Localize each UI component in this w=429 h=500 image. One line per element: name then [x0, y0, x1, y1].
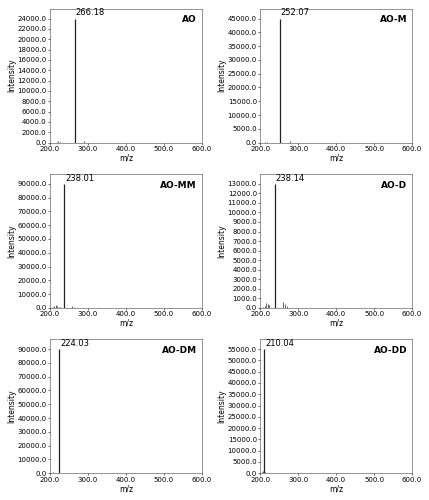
Text: AO-D: AO-D	[381, 180, 408, 190]
Y-axis label: Intensity: Intensity	[7, 224, 16, 258]
Y-axis label: Intensity: Intensity	[7, 59, 16, 92]
Text: 238.01: 238.01	[65, 174, 94, 182]
X-axis label: m/z: m/z	[329, 154, 343, 162]
Y-axis label: Intensity: Intensity	[217, 59, 226, 92]
Text: AO: AO	[182, 16, 197, 24]
Text: AO-MM: AO-MM	[160, 180, 197, 190]
Text: 224.03: 224.03	[60, 339, 89, 348]
X-axis label: m/z: m/z	[119, 154, 133, 162]
Text: 238.14: 238.14	[275, 174, 305, 182]
X-axis label: m/z: m/z	[119, 319, 133, 328]
X-axis label: m/z: m/z	[329, 484, 343, 493]
Text: AO-M: AO-M	[380, 16, 408, 24]
X-axis label: m/z: m/z	[329, 319, 343, 328]
Y-axis label: Intensity: Intensity	[7, 390, 16, 423]
Text: AO-DD: AO-DD	[374, 346, 408, 355]
Y-axis label: Intensity: Intensity	[217, 390, 226, 423]
Text: AO-DM: AO-DM	[162, 346, 197, 355]
X-axis label: m/z: m/z	[119, 484, 133, 493]
Text: 266.18: 266.18	[76, 8, 105, 18]
Text: 210.04: 210.04	[265, 339, 294, 348]
Y-axis label: Intensity: Intensity	[217, 224, 226, 258]
Text: 252.07: 252.07	[281, 8, 310, 18]
